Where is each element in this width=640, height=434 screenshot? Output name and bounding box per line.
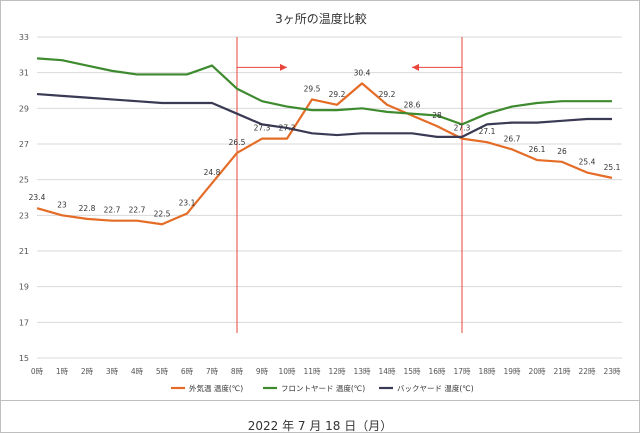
y-tick-label: 25: [19, 176, 29, 185]
data-label: 29.2: [379, 90, 396, 99]
series-line-3: [36, 92, 612, 138]
legend-label: フロントヤード 温度(℃): [281, 383, 365, 393]
x-tick-label: 16時: [428, 367, 446, 376]
data-label: 26.1: [529, 145, 546, 154]
legend-label: 外気温 温度(℃): [189, 383, 243, 393]
x-tick-label: 17時: [453, 367, 471, 376]
series-line-1: [36, 82, 613, 226]
x-tick-label: 18時: [478, 367, 496, 376]
chart-title: 3ヶ所の温度比較: [275, 11, 367, 26]
data-label: 25.1: [604, 163, 621, 172]
x-tick-label: 8時: [231, 367, 244, 376]
data-label: 24.8: [204, 168, 221, 177]
x-tick-label: 4時: [131, 367, 144, 376]
x-tick-label: 23時: [603, 367, 621, 376]
x-tick-label: 14時: [378, 367, 396, 376]
y-tick-label: 31: [19, 69, 29, 78]
data-label: 22.7: [129, 206, 146, 215]
x-tick-label: 13時: [353, 367, 371, 376]
x-tick-label: 3時: [106, 367, 119, 376]
x-tick-label: 10時: [278, 367, 296, 376]
data-label: 28.6: [404, 100, 421, 109]
x-tick-label: 7時: [206, 367, 219, 376]
x-tick-label: 20時: [528, 367, 546, 376]
annotation-arrow-head: [280, 63, 287, 71]
date-caption: 2022 年 7 月 18 日（月）: [247, 419, 393, 433]
x-tick-label: 5時: [156, 367, 169, 376]
data-label: 25.4: [579, 158, 596, 167]
data-label: 22.7: [104, 206, 121, 215]
data-label: 30.4: [354, 68, 371, 77]
data-label: 23: [57, 200, 67, 209]
line-chart: 3ヶ所の温度比較 15 17 19 21 23 25 27 29 31 33 0時 1時 2時 3時 4時 5時…: [19, 11, 622, 393]
data-label: 27.1: [479, 127, 496, 136]
data-label: 26: [557, 147, 567, 156]
data-label: 23.4: [29, 193, 46, 202]
x-tick-label: 12時: [328, 367, 346, 376]
x-tick-label: 9時: [256, 367, 269, 376]
data-label: 28: [432, 111, 442, 120]
annotation-arrow-head: [412, 63, 419, 71]
y-tick-label: 15: [19, 354, 29, 363]
y-tick-label: 33: [19, 33, 29, 42]
x-tick-label: 2時: [81, 367, 94, 376]
data-label: 26.7: [504, 134, 521, 143]
y-tick-label: 23: [19, 211, 29, 220]
y-tick-label: 21: [19, 247, 29, 256]
data-label: 27.3: [454, 124, 471, 133]
data-label: 26.5: [229, 138, 246, 147]
x-tick-label: 1時: [56, 367, 69, 376]
date-panel: 2022 年 7 月 18 日（月）: [0, 401, 640, 433]
y-tick-label: 27: [19, 140, 29, 149]
x-tick-label: 15時: [403, 367, 421, 376]
data-label: 22.8: [79, 204, 96, 213]
y-tick-label: 17: [19, 318, 29, 327]
chart-panel: 3ヶ所の温度比較 15 17 19 21 23 25 27 29 31 33 0時 1時 2時 3時 4時 5時…: [0, 0, 640, 401]
data-label: 29.2: [329, 90, 346, 99]
data-label: 23.1: [179, 199, 196, 208]
x-tick-label: 0時: [31, 367, 44, 376]
x-tick-label: 21時: [553, 367, 571, 376]
x-tick-label: 11時: [303, 367, 321, 376]
x-tick-label: 22時: [578, 367, 596, 376]
y-tick-label: 29: [19, 104, 29, 113]
data-label: 27.3: [279, 124, 296, 133]
x-tick-label: 19時: [503, 367, 521, 376]
data-label: 22.5: [154, 209, 171, 218]
data-label: 27.3: [254, 124, 271, 133]
x-tick-label: 6時: [181, 367, 194, 376]
series-line-2: [36, 57, 612, 126]
y-tick-label: 19: [19, 283, 29, 292]
legend-label: バックヤード 温度(℃): [397, 383, 474, 393]
data-label: 29.5: [304, 84, 321, 93]
